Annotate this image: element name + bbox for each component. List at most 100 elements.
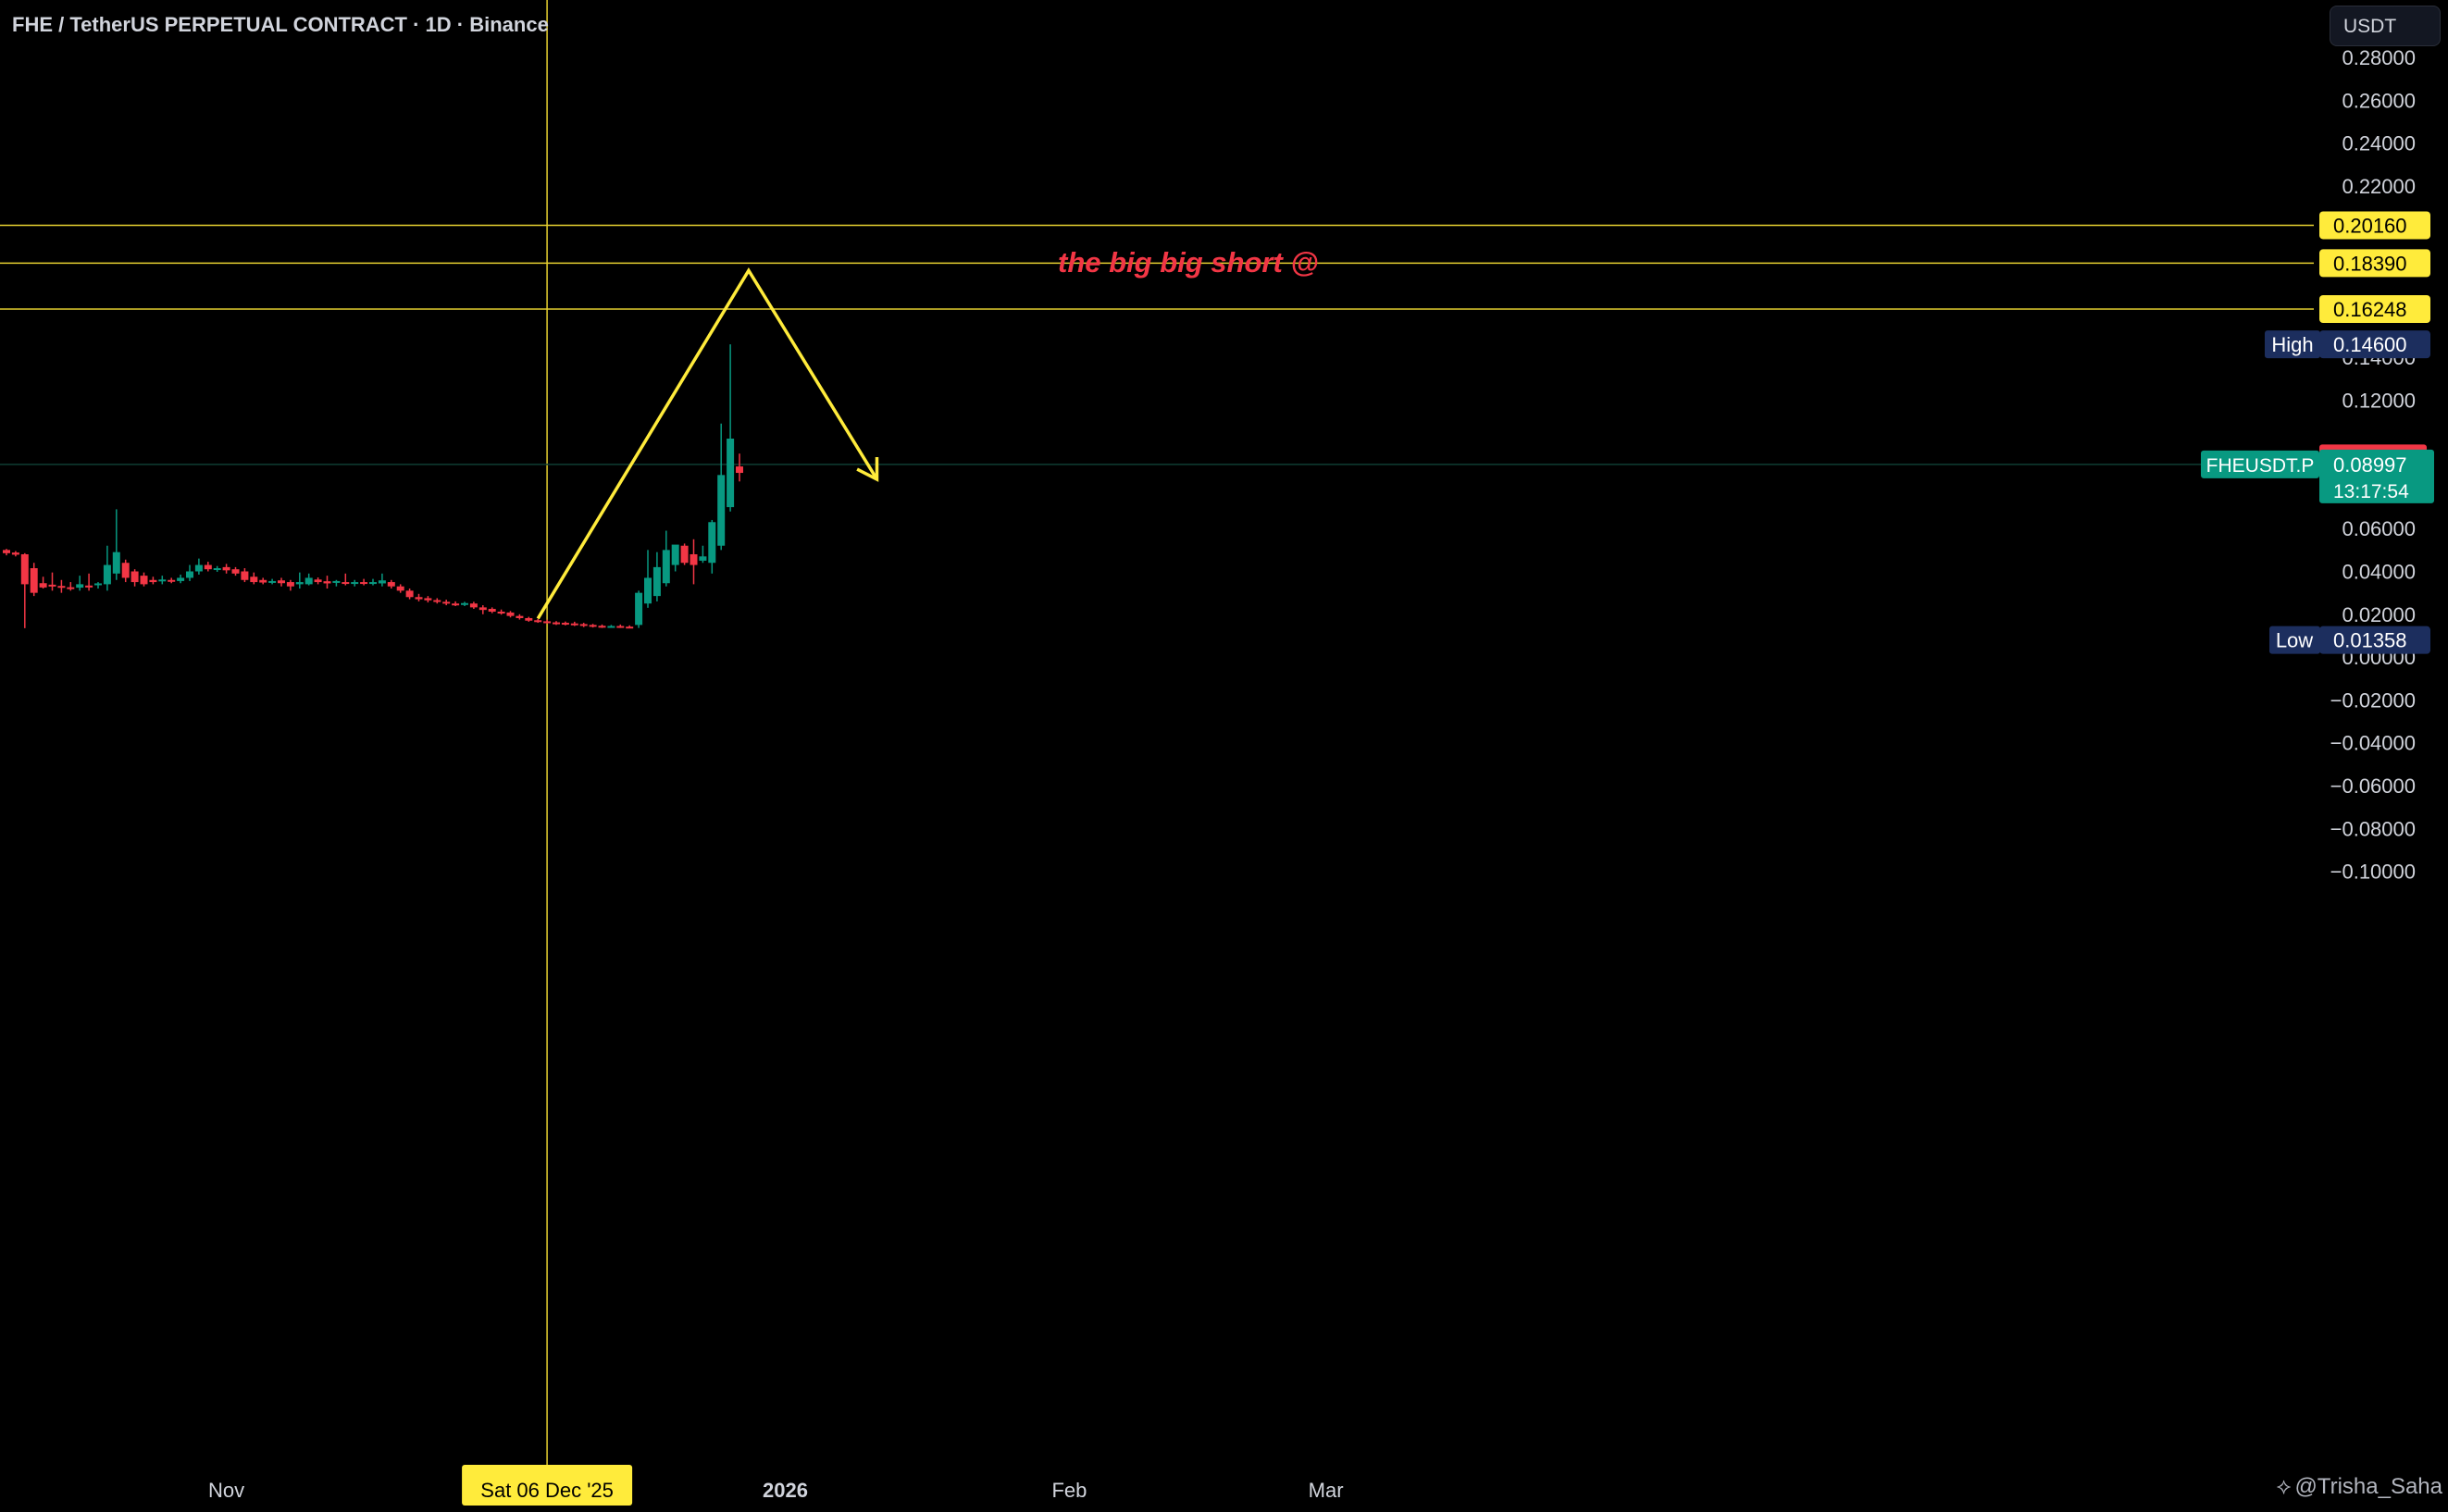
candle-body[interactable] xyxy=(76,584,84,589)
candle-body[interactable] xyxy=(314,579,322,583)
candle-body[interactable] xyxy=(708,522,716,564)
y-tick-label: 0.06000 xyxy=(2342,517,2416,540)
level-badge-bg xyxy=(2319,295,2430,324)
candle-body[interactable] xyxy=(67,587,75,589)
candle-body[interactable] xyxy=(644,577,652,604)
candle-body[interactable] xyxy=(20,553,29,585)
annotation-text[interactable]: the big big short @ xyxy=(1058,246,1319,279)
currency-button[interactable]: USDT xyxy=(2330,6,2441,46)
candle-body[interactable] xyxy=(213,568,221,571)
candle-body[interactable] xyxy=(369,582,377,585)
candle-body[interactable] xyxy=(442,601,451,604)
candle-body[interactable] xyxy=(360,582,368,585)
candle-body[interactable] xyxy=(488,609,496,613)
candle-body[interactable] xyxy=(671,544,679,565)
candle-body[interactable] xyxy=(194,564,203,572)
candle-body[interactable] xyxy=(396,586,404,591)
candle-body[interactable] xyxy=(241,571,249,580)
candle-body[interactable] xyxy=(30,568,38,593)
candle-body[interactable] xyxy=(626,626,634,629)
level-badge: 0.18390 xyxy=(2333,252,2407,275)
candle-body[interactable] xyxy=(250,576,258,583)
candle-body[interactable] xyxy=(525,617,533,621)
candle-body[interactable] xyxy=(415,597,423,600)
candlestick-series[interactable] xyxy=(3,344,743,629)
candle-body[interactable] xyxy=(140,576,148,585)
candle-body[interactable] xyxy=(699,556,707,561)
candle-body[interactable] xyxy=(497,612,505,614)
candle-body[interactable] xyxy=(469,603,478,608)
candle-body[interactable] xyxy=(323,581,331,584)
low-value-bg xyxy=(2319,626,2430,654)
candle-body[interactable] xyxy=(3,550,10,553)
candle-body[interactable] xyxy=(461,602,468,605)
candle-body[interactable] xyxy=(424,598,432,601)
y-tick-label: 0.04000 xyxy=(2342,561,2416,584)
time-axis[interactable]: Nov 2026 Feb Mar Sat 06 Dec '25 xyxy=(208,1465,1344,1506)
candle-body[interactable] xyxy=(222,566,230,571)
candle-body[interactable] xyxy=(534,620,542,623)
candle-body[interactable] xyxy=(680,545,689,564)
candle-body[interactable] xyxy=(286,582,294,587)
candle-body[interactable] xyxy=(158,579,167,582)
y-tick-label: 0.28000 xyxy=(2342,46,2416,69)
candle-body[interactable] xyxy=(103,564,111,585)
candle-body[interactable] xyxy=(278,580,285,584)
tradingview-icon: ⟡ xyxy=(2276,1474,2292,1499)
candle-body[interactable] xyxy=(168,579,176,582)
candle-body[interactable] xyxy=(351,582,359,585)
candle-body[interactable] xyxy=(231,569,240,574)
projection-drawing[interactable] xyxy=(536,266,879,620)
y-tick-label: 0.26000 xyxy=(2342,89,2416,112)
low-value: 0.01358 xyxy=(2333,629,2407,652)
candle-body[interactable] xyxy=(268,580,277,583)
candle-body[interactable] xyxy=(204,564,212,570)
candle-body[interactable] xyxy=(149,579,157,583)
candle-body[interactable] xyxy=(516,615,524,618)
candle-body[interactable] xyxy=(259,579,267,583)
candle-body[interactable] xyxy=(589,625,597,627)
candle-body[interactable] xyxy=(506,612,515,616)
candle-body[interactable] xyxy=(405,590,414,598)
candle-body[interactable] xyxy=(342,582,350,585)
candle-body[interactable] xyxy=(378,580,386,584)
candle-body[interactable] xyxy=(186,571,193,578)
candle-body[interactable] xyxy=(112,552,120,574)
candle-body[interactable] xyxy=(561,623,569,626)
candle-body[interactable] xyxy=(48,584,56,587)
y-tick-label: −0.02000 xyxy=(2330,688,2416,712)
candle-body[interactable] xyxy=(652,566,661,597)
candle-body[interactable] xyxy=(39,583,47,588)
candle-body[interactable] xyxy=(478,607,487,611)
candle-body[interactable] xyxy=(387,582,395,587)
candle-body[interactable] xyxy=(57,586,66,589)
candle-body[interactable] xyxy=(635,592,643,626)
candle-body[interactable] xyxy=(662,550,670,584)
candle-body[interactable] xyxy=(121,563,130,578)
candle-body[interactable] xyxy=(304,577,313,585)
candle-body[interactable] xyxy=(332,580,341,583)
candle-body[interactable] xyxy=(598,626,606,628)
projection-path[interactable] xyxy=(536,266,878,620)
candle-body[interactable] xyxy=(452,603,460,606)
candle-body[interactable] xyxy=(433,600,441,602)
candle-body[interactable] xyxy=(727,438,735,508)
candle-body[interactable] xyxy=(616,626,625,628)
candle-body[interactable] xyxy=(543,621,552,624)
candle-body[interactable] xyxy=(717,475,726,546)
candle-body[interactable] xyxy=(295,582,304,585)
candle-body[interactable] xyxy=(570,623,578,626)
candle-body[interactable] xyxy=(130,571,139,583)
candle-body[interactable] xyxy=(690,553,698,565)
arrow-head xyxy=(856,456,879,482)
candle-body[interactable] xyxy=(736,466,743,474)
candle-body[interactable] xyxy=(177,577,185,581)
candle-body[interactable] xyxy=(94,583,102,586)
candle-body[interactable] xyxy=(85,585,93,588)
candle-body[interactable] xyxy=(607,626,615,628)
candle-body[interactable] xyxy=(553,622,560,625)
candle-body[interactable] xyxy=(11,552,19,555)
candle-body[interactable] xyxy=(579,624,588,626)
y-tick-label: 0.22000 xyxy=(2342,175,2416,198)
